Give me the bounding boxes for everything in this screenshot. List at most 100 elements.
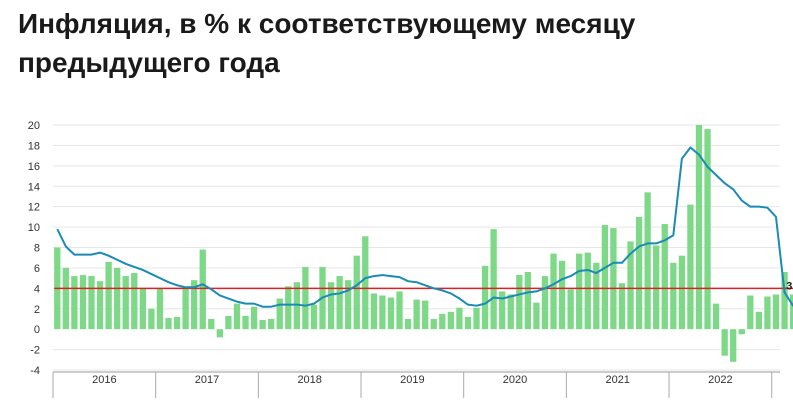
bar [541,276,549,330]
bar [473,307,480,330]
bar [601,225,609,330]
bar [439,313,446,330]
bar [233,303,241,330]
bar [533,302,540,330]
bar [387,297,395,330]
bar [430,318,437,330]
chart-title: Инфляция, в % к соответствующему месяцу … [18,8,636,78]
bar [635,216,643,330]
bar [276,298,283,330]
bar [182,288,189,330]
bar [695,125,703,330]
bar [456,307,463,330]
y-tick-label: -4 [30,365,40,377]
bar [336,276,343,330]
bar [310,304,318,330]
bar [413,299,420,330]
bar [558,260,566,330]
bar [610,228,617,330]
bar [567,289,574,330]
bar [225,315,232,330]
bar [148,308,155,330]
line-series [56,146,793,308]
year-label: 2016 [92,374,116,386]
bar [293,282,300,330]
bar [464,316,472,330]
bar [259,319,266,330]
annotation: 3,25 [786,280,793,292]
bar [139,288,146,330]
y-tick-label: 10 [28,222,40,234]
bar [704,129,711,330]
y-tick-label: 16 [28,161,40,173]
bar [490,229,497,330]
year-label: 2021 [605,374,629,386]
bar [62,267,69,330]
y-tick-label: 18 [28,140,40,152]
bar [327,282,335,330]
bar [721,329,728,356]
year-label: 2019 [400,374,424,386]
bar [216,329,223,338]
bar [268,318,275,330]
bar [584,252,591,330]
bar [730,329,737,362]
bar [524,272,532,330]
y-tick-label: 14 [28,181,40,193]
bar [396,291,403,330]
y-tick-label: 12 [28,202,40,214]
year-label: 2022 [708,374,732,386]
bar [670,262,677,330]
bar [618,283,626,330]
year-label: 2018 [297,374,321,386]
bar [191,280,198,330]
bar [302,266,309,330]
bar [422,300,429,330]
bar [250,306,258,330]
bar [88,276,95,330]
bar [678,255,686,330]
grid-lines [53,124,780,371]
bar [242,315,249,330]
bar [404,318,412,330]
bar [653,245,660,330]
bar [208,318,215,330]
x-axis: 20162017201820192020202120222023 [52,371,780,398]
bar [79,275,87,330]
bar [481,265,489,330]
bar [96,281,104,330]
bar [199,249,206,330]
bar [379,295,386,330]
bar [447,311,454,330]
bar [747,295,754,330]
bar [499,291,506,330]
y-tick-label: 4 [34,283,40,295]
y-tick-label: -2 [30,345,40,357]
bar [781,272,788,330]
bar [71,276,78,330]
bar [353,255,360,330]
y-tick-label: 20 [28,120,40,132]
year-label: 2020 [503,374,527,386]
bar [173,316,181,330]
bar [550,253,557,330]
y-tick-label: 0 [34,324,40,336]
bar [516,275,523,330]
last-value-label: 3,25 [786,280,793,292]
bar [687,204,694,330]
bar [772,294,780,330]
bar [105,261,112,330]
y-tick-label: 8 [34,243,40,255]
bar [131,273,138,330]
bar [644,192,651,330]
bar [156,288,164,330]
bar [789,294,793,330]
bar [165,317,172,330]
bar [593,262,600,330]
bar [755,311,763,330]
year-label: 2017 [195,374,219,386]
bar [661,224,668,330]
y-tick-label: 2 [34,304,40,316]
